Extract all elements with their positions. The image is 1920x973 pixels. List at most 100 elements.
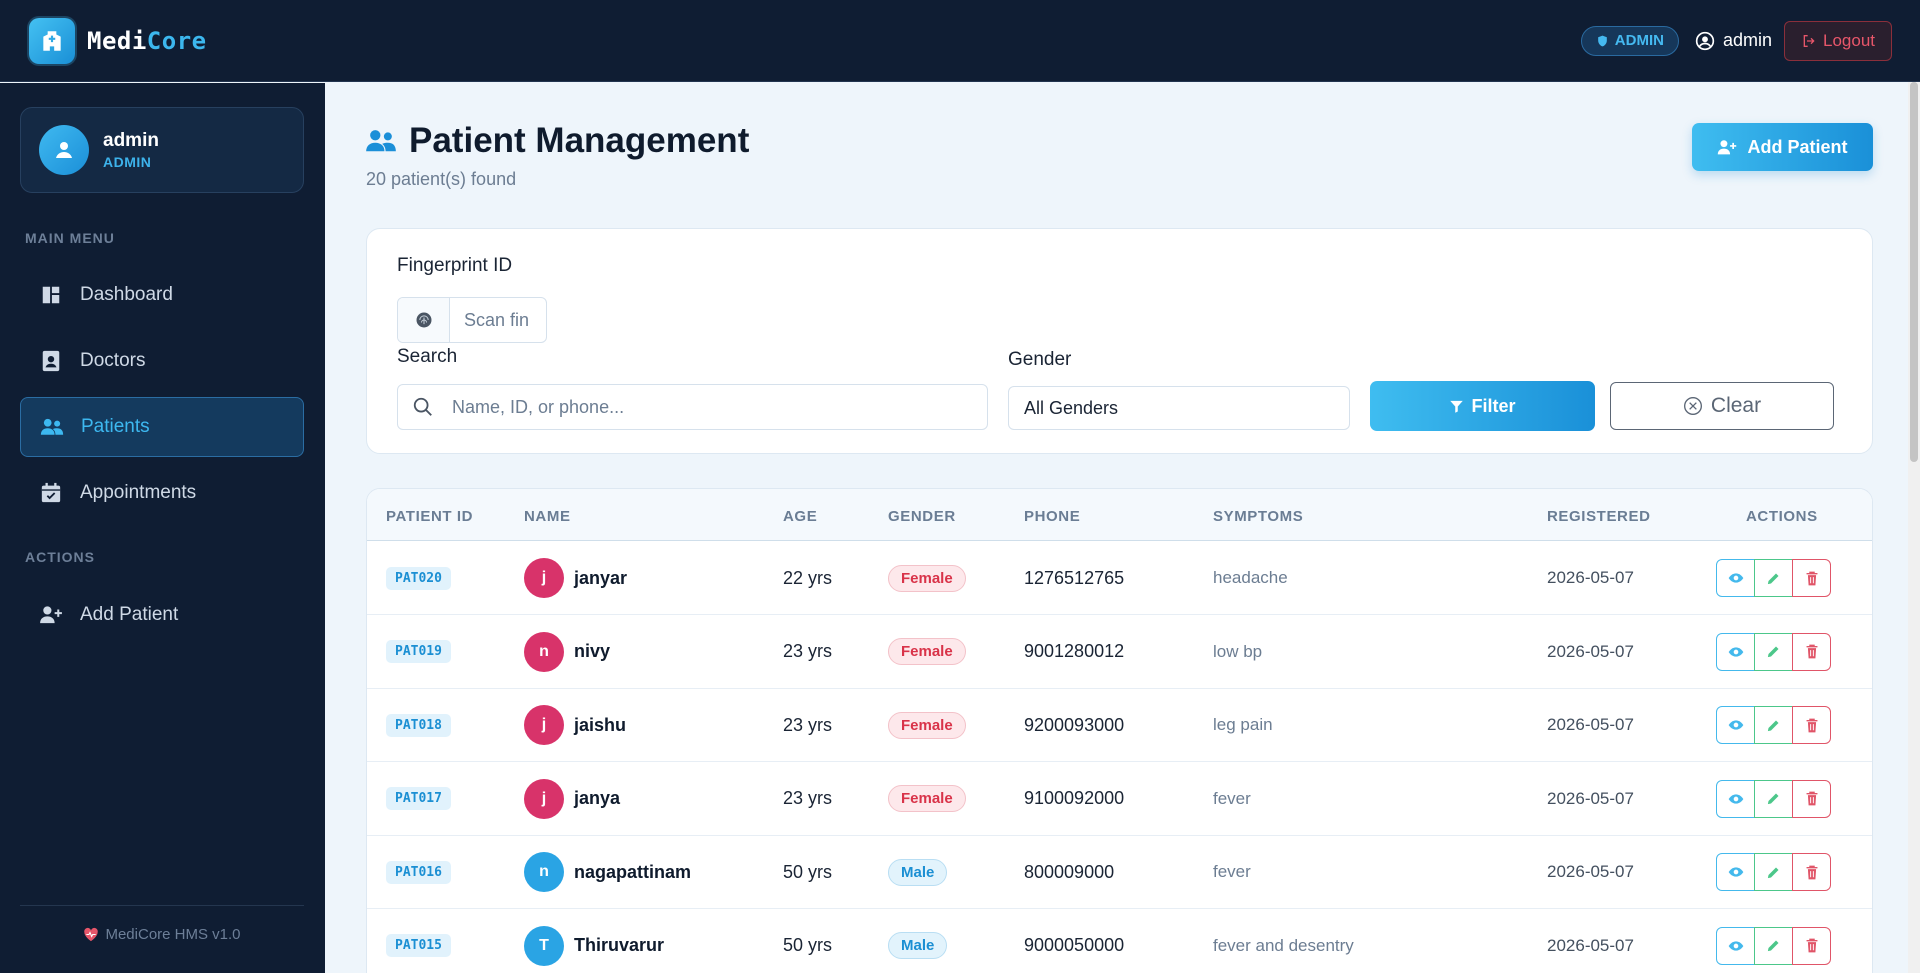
eye-icon bbox=[1728, 573, 1743, 583]
edit-button[interactable] bbox=[1754, 632, 1793, 671]
brand[interactable]: MediCore bbox=[29, 17, 207, 64]
trash-icon bbox=[1806, 718, 1817, 732]
scrollbar-thumb[interactable] bbox=[1910, 82, 1918, 462]
table-row[interactable]: PAT018 j jaishu 23 yrs Female 9200093000 leg p… bbox=[367, 688, 1872, 762]
edit-button[interactable] bbox=[1754, 559, 1793, 597]
patient-avatar: j bbox=[524, 778, 564, 819]
pencil-icon bbox=[1767, 720, 1779, 731]
trash-icon bbox=[1806, 644, 1817, 659]
trash-icon bbox=[1806, 791, 1817, 806]
fingerprint-field[interactable]: Scan fin bbox=[397, 297, 547, 343]
patient-symptoms: low bp bbox=[1213, 641, 1263, 661]
profile-card[interactable]: admin ADMIN bbox=[20, 107, 304, 193]
users-icon bbox=[39, 414, 65, 440]
patient-age: 23 yrs bbox=[783, 714, 833, 735]
patient-avatar: n bbox=[524, 852, 564, 892]
patient-symptoms: fever bbox=[1213, 788, 1251, 808]
patient-count: 20 patient(s) found bbox=[366, 169, 517, 189]
view-button[interactable] bbox=[1716, 632, 1755, 671]
patient-symptoms: fever and desentry bbox=[1213, 935, 1354, 955]
patient-age: 22 yrs bbox=[783, 567, 833, 588]
eye-icon bbox=[1728, 867, 1743, 877]
sidebar-item-dashboard[interactable]: Dashboard bbox=[20, 265, 304, 325]
gender-select[interactable]: All Genders bbox=[1008, 386, 1350, 430]
fingerprint-label: Fingerprint ID bbox=[397, 255, 513, 276]
patient-name: janyar bbox=[574, 567, 628, 588]
patient-registered: 2026-05-07 bbox=[1547, 715, 1634, 734]
col-age[interactable]: AGE bbox=[783, 508, 818, 525]
profile-name: admin bbox=[103, 130, 159, 151]
col-name[interactable]: NAME bbox=[524, 508, 571, 525]
view-button[interactable] bbox=[1716, 779, 1755, 818]
eye-icon bbox=[1728, 720, 1743, 730]
eye-icon bbox=[1728, 646, 1743, 657]
edit-button[interactable] bbox=[1754, 853, 1793, 891]
sidebar-item-doctors[interactable]: Doctors bbox=[20, 331, 304, 391]
edit-button[interactable] bbox=[1754, 706, 1793, 744]
clear-button[interactable]: Clear bbox=[1610, 382, 1834, 430]
patient-id-badge: PAT018 bbox=[386, 713, 451, 737]
view-button[interactable] bbox=[1716, 706, 1755, 744]
col-gender[interactable]: GENDER bbox=[888, 508, 956, 525]
col-phone[interactable]: PHONE bbox=[1024, 508, 1081, 525]
delete-button[interactable] bbox=[1792, 632, 1831, 671]
sidebar-item-appointments[interactable]: Appointments bbox=[20, 463, 304, 523]
filter-button[interactable]: Filter bbox=[1370, 381, 1595, 431]
gender-badge: Male bbox=[888, 932, 948, 959]
profile-role: ADMIN bbox=[103, 154, 152, 170]
view-button[interactable] bbox=[1716, 559, 1755, 597]
fingerprint-icon bbox=[398, 298, 450, 342]
current-user[interactable]: admin bbox=[1695, 30, 1772, 51]
patient-phone: 9001280012 bbox=[1024, 641, 1125, 661]
sidebar: admin ADMIN MAIN MENU Dashboard Doctors … bbox=[0, 83, 325, 973]
sidebar-item-label: Doctors bbox=[80, 350, 146, 371]
doctor-id-icon bbox=[38, 348, 64, 374]
table-row[interactable]: PAT017 j janya 23 yrs Female 9100092000 fever 2… bbox=[367, 762, 1872, 836]
sidebar-item-patients[interactable]: Patients bbox=[20, 397, 304, 457]
patient-name: Thiruvarur bbox=[574, 935, 665, 955]
sidebar-item-add-patient[interactable]: Add Patient bbox=[20, 585, 304, 645]
delete-button[interactable] bbox=[1792, 926, 1831, 965]
eye-icon bbox=[1728, 940, 1743, 951]
patient-phone: 9000050000 bbox=[1024, 935, 1125, 955]
table-row[interactable]: PAT020 j janyar 22 yrs Female 1276512765 heada… bbox=[367, 541, 1872, 615]
table-row[interactable]: PAT016 n nagapattinam 50 yrs Male 800009000 fe… bbox=[367, 835, 1872, 909]
delete-button[interactable] bbox=[1792, 559, 1831, 597]
table-header: PATIENT ID NAME AGE GENDER PHONE SYMPTOM… bbox=[367, 489, 1872, 541]
page-scrollbar[interactable] bbox=[1908, 82, 1920, 973]
edit-button[interactable] bbox=[1754, 779, 1793, 818]
table-row[interactable]: PAT015 T Thiruvarur 50 yrs Male 9000050000 fev… bbox=[367, 909, 1872, 973]
page-title: Patient Management bbox=[409, 121, 750, 160]
patient-registered: 2026-05-07 bbox=[1547, 568, 1634, 587]
delete-button[interactable] bbox=[1792, 779, 1831, 818]
patient-phone: 9100092000 bbox=[1024, 788, 1125, 808]
add-patient-button[interactable]: Add Patient bbox=[1692, 123, 1873, 171]
sidebar-item-label: Add Patient bbox=[80, 604, 179, 625]
delete-button[interactable] bbox=[1792, 853, 1831, 891]
col-symptoms[interactable]: SYMPTOMS bbox=[1213, 508, 1304, 525]
delete-button[interactable] bbox=[1792, 706, 1831, 744]
edit-button[interactable] bbox=[1754, 926, 1793, 965]
col-registered[interactable]: REGISTERED bbox=[1547, 508, 1651, 525]
search-placeholder: Name, ID, or phone... bbox=[452, 396, 625, 417]
trash-icon bbox=[1806, 571, 1817, 585]
user-icon bbox=[56, 142, 72, 158]
gender-badge: Female bbox=[888, 638, 966, 665]
shield-icon bbox=[1597, 35, 1607, 46]
search-input[interactable]: Name, ID, or phone... bbox=[397, 384, 988, 430]
table-row[interactable]: PAT019 n nivy 23 yrs Female 9001280012 low bp 2… bbox=[367, 615, 1872, 689]
gender-badge: Female bbox=[888, 564, 966, 592]
user-plus-icon bbox=[38, 602, 64, 628]
logout-button[interactable]: Logout bbox=[1784, 20, 1892, 61]
col-patient-id[interactable]: PATIENT ID bbox=[386, 508, 474, 525]
heart-pulse-icon bbox=[84, 927, 99, 942]
patient-registered: 2026-05-07 bbox=[1547, 641, 1634, 661]
top-bar: MediCore ADMIN admin Logout bbox=[0, 0, 1920, 82]
view-button[interactable] bbox=[1716, 853, 1755, 891]
eye-icon bbox=[1728, 793, 1743, 804]
pencil-icon bbox=[1767, 940, 1779, 952]
trash-icon bbox=[1806, 865, 1817, 879]
user-circle-icon bbox=[1695, 31, 1715, 50]
view-button[interactable] bbox=[1716, 926, 1755, 965]
patient-name: nagapattinam bbox=[574, 861, 692, 882]
